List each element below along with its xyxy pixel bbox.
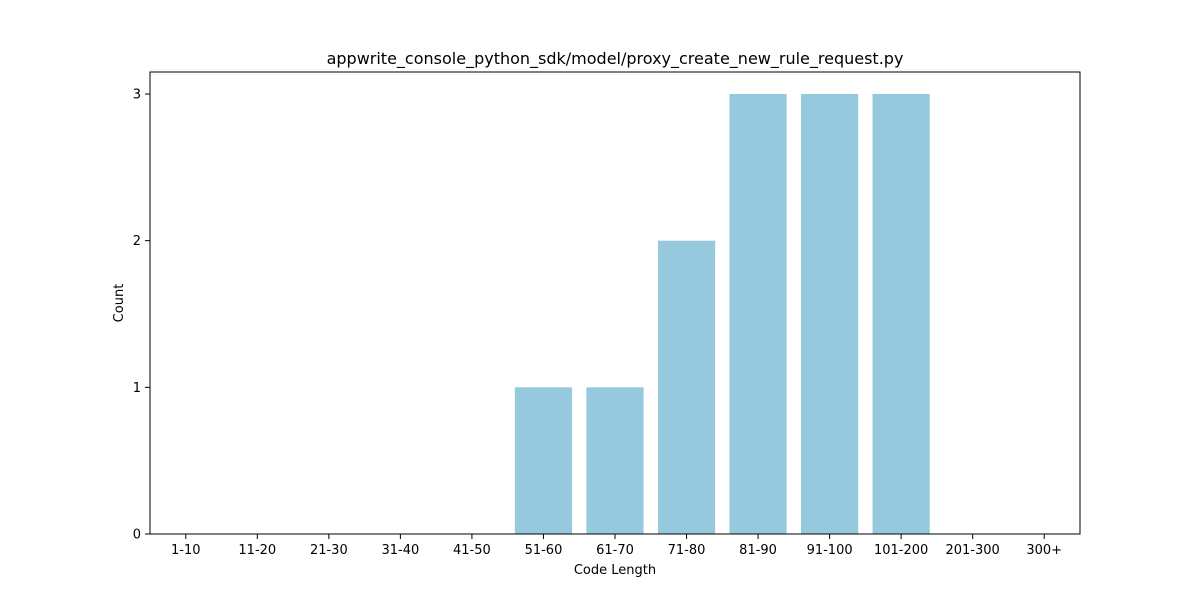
y-tick-label: 0 (133, 528, 141, 543)
x-tick-label: 71-80 (668, 543, 706, 558)
x-tick-label: 61-70 (596, 543, 634, 558)
bar-81-90 (729, 94, 787, 534)
x-tick-label: 201-300 (946, 543, 1000, 558)
bars-layer (514, 94, 930, 534)
y-tick-label: 2 (133, 234, 141, 249)
bar-91-100 (801, 94, 859, 534)
x-tick-label: 11-20 (238, 543, 276, 558)
x-tick-label: 21-30 (310, 543, 348, 558)
bar-51-60 (514, 387, 573, 534)
x-tick-label: 91-100 (807, 543, 853, 558)
bar-101-200 (872, 94, 930, 534)
x-tick-label: 51-60 (525, 543, 563, 558)
x-tick-label: 41-50 (453, 543, 491, 558)
x-tick-label: 81-90 (739, 543, 777, 558)
x-axis-label: Code Length (574, 563, 656, 578)
y-tick-label: 1 (133, 381, 141, 396)
bar-71-80 (657, 240, 716, 534)
x-tick-label: 101-200 (874, 543, 928, 558)
y-axis-label: Count (112, 284, 127, 323)
chart-title: appwrite_console_python_sdk/model/proxy_… (327, 49, 904, 69)
x-axis-ticks: 1-10 11-20 21-30 31-40 41-50 51-60 61-70 71-80 8… (171, 534, 1062, 558)
y-tick-label: 3 (133, 88, 141, 103)
x-tick-label: 1-10 (171, 543, 201, 558)
y-axis-ticks: 0 1 2 3 (133, 88, 150, 543)
x-tick-label: 300+ (1026, 543, 1062, 558)
bar-61-70 (586, 387, 644, 534)
x-tick-label: 31-40 (381, 543, 419, 558)
plot-frame (149, 71, 1081, 535)
